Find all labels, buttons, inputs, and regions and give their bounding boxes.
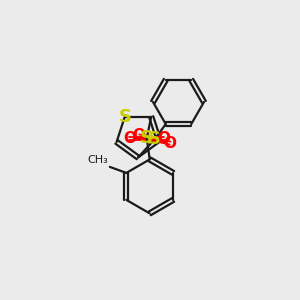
Text: S: S [140, 129, 153, 147]
Text: S: S [118, 108, 131, 126]
Text: S: S [148, 130, 161, 148]
Text: O: O [164, 136, 177, 151]
Text: O: O [132, 128, 146, 143]
Text: CH₃: CH₃ [88, 155, 108, 165]
Text: O: O [158, 131, 171, 146]
Text: O: O [123, 131, 136, 146]
